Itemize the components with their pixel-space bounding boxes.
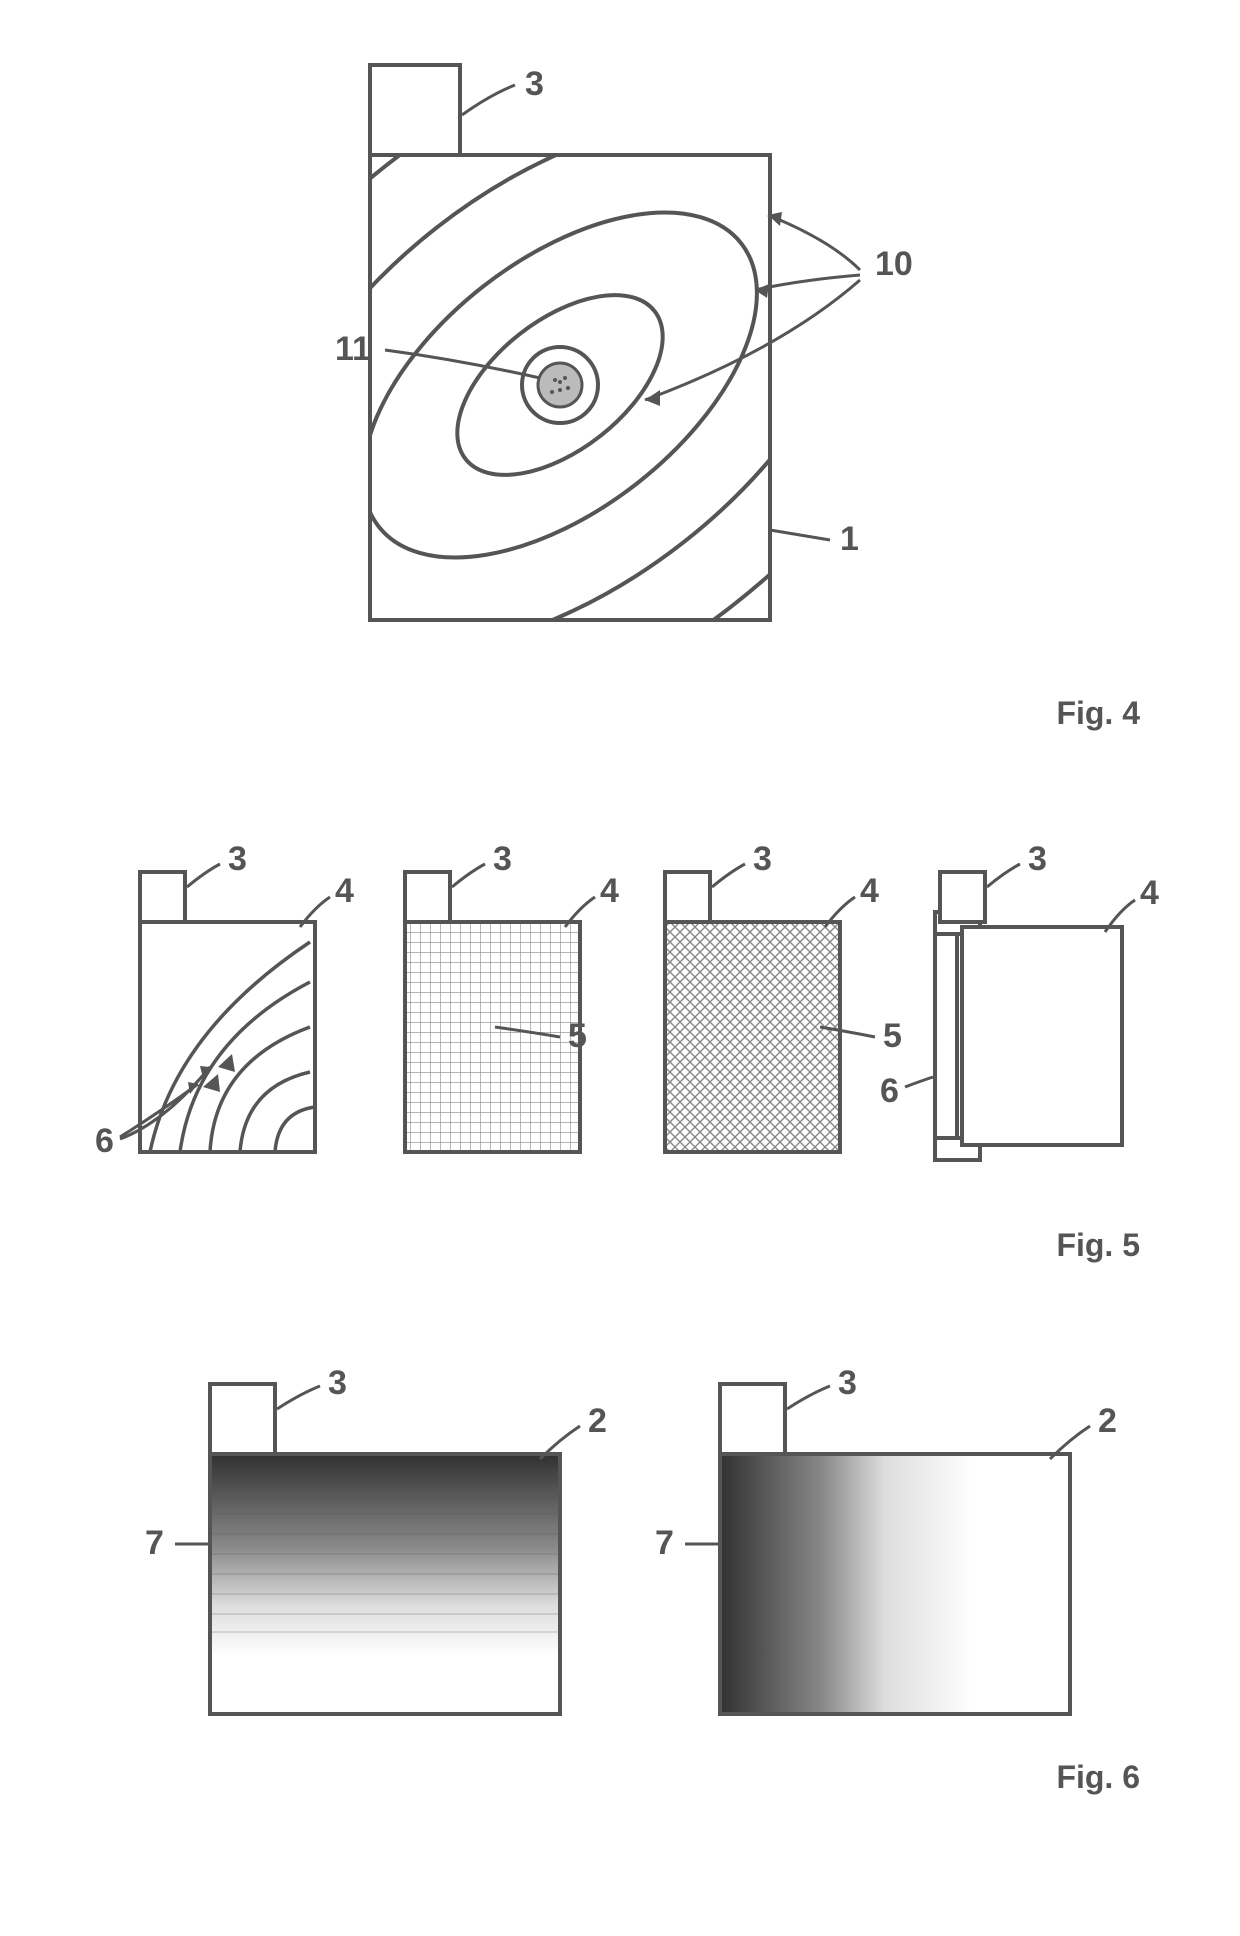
- fig5b-label-5: 5: [568, 1017, 587, 1055]
- fig6b-label-2: 2: [1098, 1402, 1117, 1440]
- fig5d-label-3: 3: [1028, 840, 1047, 878]
- fig5a-label-4: 4: [335, 872, 354, 910]
- fig5b-label-4: 4: [600, 872, 619, 910]
- fig4-label-1: 1: [840, 520, 859, 558]
- fig6b-label-3: 3: [838, 1364, 857, 1402]
- fig5-svg: 3 4 6 3 4 5 3 4 5: [40, 832, 1200, 1212]
- fig4-tab: [370, 65, 460, 155]
- fig6a-label-3: 3: [328, 1364, 347, 1402]
- fig6b-label-7: 7: [655, 1524, 674, 1562]
- fig6-panel-b: 3 2 7: [655, 1364, 1117, 1714]
- fig5c-label-3: 3: [753, 840, 772, 878]
- fig6-panel-a: 3 2 7: [145, 1364, 607, 1714]
- fig6-caption: Fig. 6: [40, 1759, 1200, 1796]
- fig5c-label-4: 4: [860, 872, 879, 910]
- fig5a-label-3: 3: [228, 840, 247, 878]
- fig4-label-11: 11: [335, 330, 371, 368]
- fig6-svg: 3 2 7 3 2 7: [40, 1364, 1200, 1744]
- fig6a-label-7: 7: [145, 1524, 164, 1562]
- fig5-panel-d: 3 4 6: [880, 840, 1159, 1160]
- fig5-panel-b: 3 4 5: [405, 840, 619, 1152]
- fig5c-label-5: 5: [883, 1017, 902, 1055]
- fig4-label-10: 10: [875, 245, 913, 283]
- fig4-svg: 3 10 11 1: [40, 40, 1200, 680]
- figure-5: 3 4 6 3 4 5 3 4 5: [40, 832, 1200, 1264]
- fig4-label-3: 3: [525, 65, 544, 103]
- fig5-panel-c: 3 4 5: [665, 840, 902, 1152]
- fig5b-label-3: 3: [493, 840, 512, 878]
- fig4-center-inner: [538, 363, 582, 407]
- fig6a-label-2: 2: [588, 1402, 607, 1440]
- fig5d-label-4: 4: [1140, 874, 1159, 912]
- fig5-caption: Fig. 5: [40, 1227, 1200, 1264]
- figure-6: 3 2 7 3 2 7 Fig. 6: [40, 1364, 1200, 1796]
- fig4-caption: Fig. 4: [40, 695, 1200, 732]
- fig5-panel-a: 3 4 6: [95, 840, 354, 1160]
- fig5d-label-6: 6: [880, 1072, 899, 1110]
- figure-4: 3 10 11 1 Fig. 4: [40, 40, 1200, 732]
- fig5a-label-6: 6: [95, 1122, 114, 1160]
